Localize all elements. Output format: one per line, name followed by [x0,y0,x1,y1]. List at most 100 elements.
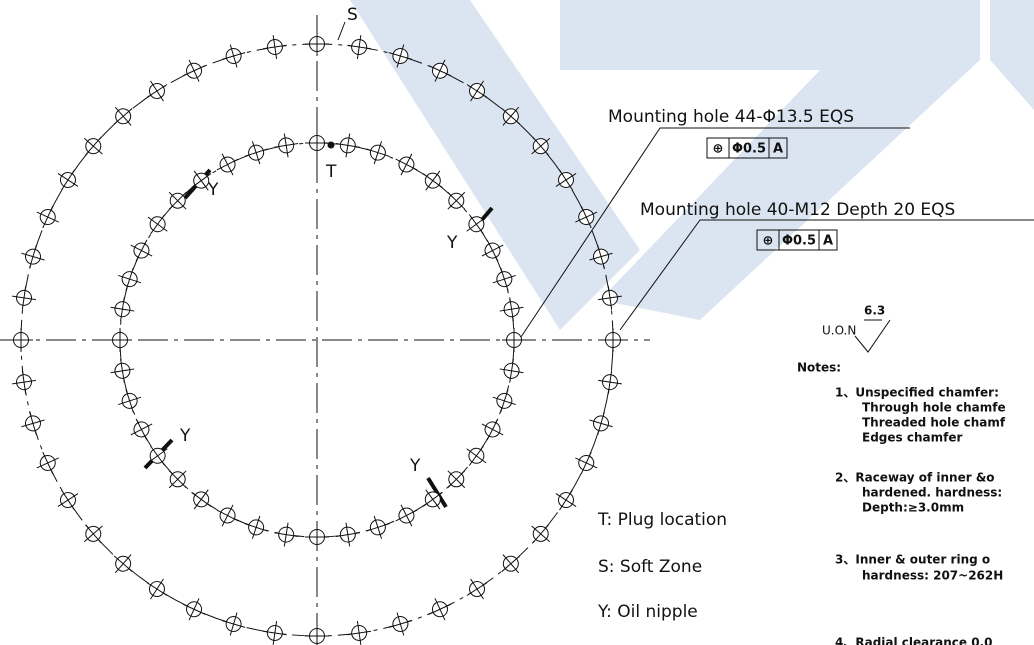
hole [502,328,526,352]
hole [57,489,79,511]
hole-cross [555,173,577,187]
hole [428,598,452,621]
hole [481,418,504,441]
hole-cross [36,211,59,223]
hole [499,297,524,322]
hole-cross [251,141,261,165]
hole-cross [272,35,278,59]
hole-cross [396,44,405,68]
hole [274,522,299,547]
oil-nipple-marks [143,168,494,509]
hole-cross [221,504,234,527]
hole-cross [447,191,466,210]
marker: Y [179,426,191,446]
hole [395,504,418,527]
hole-cross [110,368,135,374]
note-line: 4、Radial clearance 0.0 [835,636,993,645]
hole-cross [589,252,613,261]
hole [118,267,142,291]
hole [388,44,413,68]
hole-cross [345,133,351,158]
hole [12,285,36,310]
hole-cross [283,133,289,158]
legend-item: S: Soft Zone [598,557,702,577]
hole-cross [531,137,551,155]
hole-cross [589,419,613,428]
hole [216,504,239,527]
marker: Y [409,456,421,476]
note-line: 1、Unspecified chamfer: [835,386,999,400]
hole-cross [283,522,289,547]
hole-cross [373,141,383,165]
hole-cross [130,244,153,257]
hole-cross [193,170,209,191]
note-line: Depth:≥3.0mm [862,501,964,515]
hole-cross [502,106,520,126]
hole-cross [598,295,622,301]
watermark-shape [350,0,640,330]
callout-label: Mounting hole 44-Φ13.5 EQS [608,107,854,127]
hole-cross [481,423,504,436]
hole-cross [193,489,209,510]
hole-cross [373,515,383,539]
hole [146,80,168,102]
hole-cross [499,306,524,312]
hole [108,328,132,352]
hole-cross [114,106,132,126]
note-line: 3、Inner & outer ring o [835,553,990,567]
hole [191,170,212,191]
hole [395,153,418,176]
marker: S [347,5,358,25]
hole-cross [12,379,36,385]
hole [21,244,45,269]
hole [36,205,59,229]
hole [466,80,488,102]
hole-cross [531,525,551,543]
hole-cross [83,525,103,543]
hole-cross [251,515,261,539]
frame-cell [768,137,788,159]
hole-cross [272,621,278,645]
frame-text: A [773,142,783,157]
hole [262,35,287,59]
hole [274,133,299,158]
hole [598,285,622,310]
hole-cross [499,368,524,374]
hole [335,522,360,547]
hole [575,451,598,475]
note-line: 2、Raceway of inner &o [835,471,995,485]
hole-cross [188,598,200,621]
leader-line [619,219,1034,331]
note-line: Through hole chamfe [862,401,1006,415]
hole [481,239,504,262]
frame-text: ⊕ [763,234,774,249]
hole [182,598,206,621]
frame-text: Φ0.5 [732,142,766,157]
notes-title: Notes: [797,361,841,375]
hole [598,370,622,395]
hole [366,141,390,165]
note-line: hardened. hardness: [862,486,1002,500]
hole-cross [598,379,622,385]
hole [501,106,521,126]
soft-zone-mark [337,21,346,41]
hole [589,244,613,269]
hole-cross [21,252,45,261]
watermark [350,0,1034,330]
hole-cross [57,493,79,507]
hole [499,358,524,383]
hole-cross [168,470,187,489]
watermark-shape [990,0,1034,110]
hole [501,554,521,574]
callout-label: Mounting hole 40-M12 Depth 20 EQS [640,200,955,220]
hole [57,169,79,191]
leader-line [518,127,910,341]
hole-cross [12,295,36,301]
hole [305,131,329,155]
hole-cross [150,578,164,600]
hole-cross [492,396,516,406]
hole [130,418,153,441]
geometry [0,15,1034,645]
hole-cross [168,191,187,210]
